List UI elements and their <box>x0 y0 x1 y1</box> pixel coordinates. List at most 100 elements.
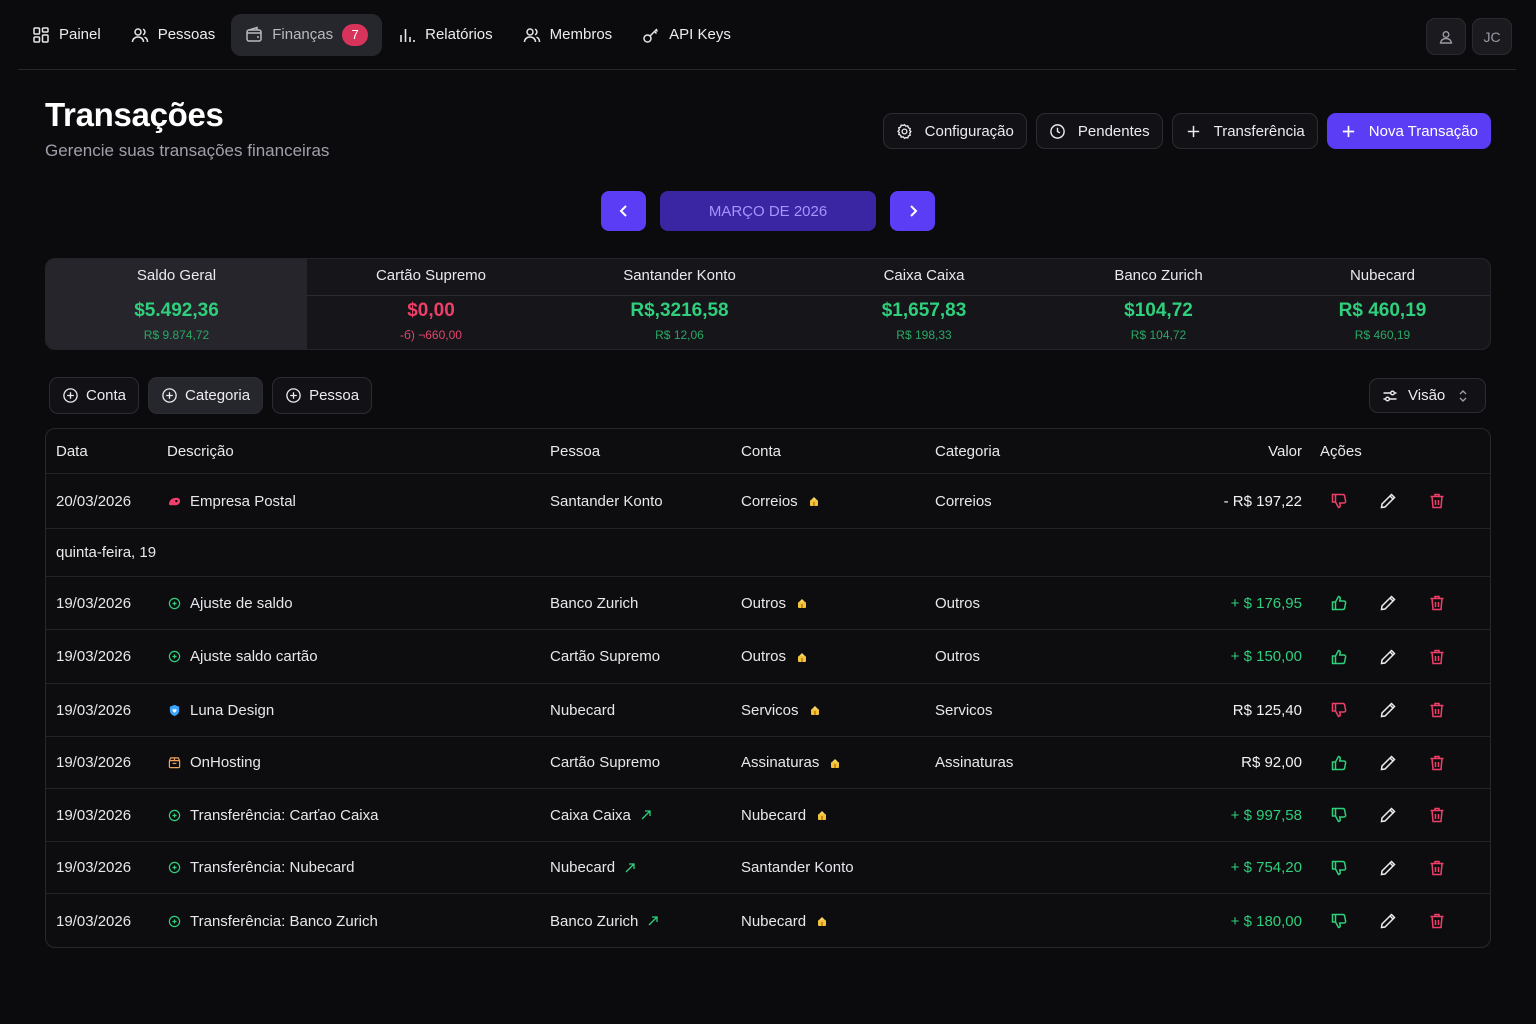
nav-financas[interactable]: Finanças 7 <box>231 13 383 56</box>
edit-icon[interactable] <box>1378 647 1398 667</box>
column-person[interactable]: Pessoa <box>550 442 601 460</box>
nav-pessoas[interactable]: Pessoas <box>117 14 230 56</box>
row-account-text: Nubecard <box>741 806 807 824</box>
delete-icon[interactable] <box>1427 805 1447 825</box>
account-card-saldo-geral[interactable]: Saldo Geral $5.492,36 R$ 9.874,72 <box>46 259 307 349</box>
pending-button[interactable]: Pendentes <box>1035 113 1163 149</box>
row-account-text: Servicos <box>741 701 799 719</box>
edit-icon[interactable] <box>1378 753 1398 773</box>
row-value: + $ 176,95 <box>1230 594 1302 612</box>
row-description: Empresa Postal <box>167 474 296 528</box>
column-account[interactable]: Conta <box>741 442 782 460</box>
nav-api-keys[interactable]: API Keys <box>628 14 745 56</box>
edit-icon[interactable] <box>1378 593 1398 613</box>
date-group-label: quinta-feira, 19 <box>56 544 157 561</box>
category-emoji-icon <box>829 757 841 769</box>
column-category[interactable]: Categoria <box>935 442 1001 460</box>
top-navigation: Painel Pessoas Finanças 7 Relatórios Mem… <box>18 0 1516 70</box>
row-description: Transferência: Nubecard <box>167 842 355 893</box>
account-card-nubecard[interactable]: Nubecard R$ 460,19 R$ 460,19 <box>1273 259 1490 349</box>
transfer-button[interactable]: Transferência <box>1171 113 1318 149</box>
account-card-cartao-supremo[interactable]: Cartão Supremo $0,00 -б) ¬660,00 <box>307 259 555 349</box>
row-account-text: Correios <box>741 492 798 510</box>
filter-conta[interactable]: Conta <box>49 377 140 414</box>
row-person: Banco Zurich <box>550 594 639 612</box>
delete-icon[interactable] <box>1427 491 1447 511</box>
column-description[interactable]: Descrição <box>167 442 234 460</box>
edit-icon[interactable] <box>1378 805 1398 825</box>
box-icon <box>167 756 181 770</box>
avatar[interactable]: JC <box>1472 18 1512 55</box>
date-group-header: quinta-feira, 19 <box>46 529 1490 577</box>
row-actions <box>1329 474 1447 528</box>
delete-icon[interactable] <box>1427 858 1447 878</box>
header-actions: Configuração Pendentes Transferência Nov… <box>882 113 1491 149</box>
page-title: Transações <box>45 96 224 133</box>
column-date[interactable]: Data <box>56 442 88 460</box>
thumbs-down-icon[interactable] <box>1329 911 1349 931</box>
filter-label: Conta <box>86 387 127 404</box>
button-label: Configuração <box>924 122 1014 140</box>
table-row[interactable]: 19/03/2026 Transferência: Nubecard Nubec… <box>46 842 1490 894</box>
table-row[interactable]: 19/03/2026 OnHosting Cartão Supremo Assi… <box>46 737 1490 789</box>
nav-relatorios[interactable]: Relatórios <box>384 14 507 56</box>
current-month[interactable]: MARÇO DE 2026 <box>660 191 876 231</box>
edit-icon[interactable] <box>1378 858 1398 878</box>
view-options-button[interactable]: Visão <box>1369 378 1486 413</box>
row-account-text: Assinaturas <box>741 754 820 771</box>
column-value[interactable]: Valor <box>1268 442 1302 460</box>
thumbs-up-icon[interactable] <box>1329 593 1349 613</box>
thumbs-up-icon[interactable] <box>1329 647 1349 667</box>
nav-membros[interactable]: Membros <box>509 14 627 56</box>
filter-pessoa[interactable]: Pessoa <box>272 377 373 414</box>
next-month-button[interactable] <box>890 191 935 231</box>
notification-badge: 7 <box>342 23 369 46</box>
account-balances: Saldo Geral $5.492,36 R$ 9.874,72 Cartão… <box>45 258 1491 350</box>
thumbs-up-icon[interactable] <box>1329 753 1349 773</box>
row-value: R$ 125,40 <box>1232 701 1302 719</box>
filter-categoria[interactable]: Categoria <box>148 377 264 414</box>
gear-icon <box>896 123 913 140</box>
table-row[interactable]: 19/03/2026 Transferência: Carťao Caixa C… <box>46 789 1490 842</box>
profile-button[interactable] <box>1426 18 1466 55</box>
table-row[interactable]: 19/03/2026 Ajuste de saldo Banco Zurich … <box>46 577 1490 630</box>
thumbs-down-icon[interactable] <box>1329 805 1349 825</box>
delete-icon[interactable] <box>1427 647 1447 667</box>
row-value: + $ 997,58 <box>1230 806 1302 824</box>
edit-icon[interactable] <box>1378 911 1398 931</box>
delete-icon[interactable] <box>1427 593 1447 613</box>
thumbs-down-icon[interactable] <box>1329 491 1349 511</box>
postal-icon <box>167 494 181 508</box>
delete-icon[interactable] <box>1427 700 1447 720</box>
plus-circle-icon <box>167 914 181 928</box>
row-date: 19/03/2026 <box>56 594 132 612</box>
table-row[interactable]: 19/03/2026 Transferência: Banco Zurich B… <box>46 894 1490 947</box>
row-actions <box>1329 577 1447 629</box>
delete-icon[interactable] <box>1427 753 1447 773</box>
nav-label: Pessoas <box>157 26 216 43</box>
row-value: + $ 150,00 <box>1230 648 1302 665</box>
row-account: Santander Konto <box>741 842 854 893</box>
account-card-caixa-caixa[interactable]: Caixa Caixa $1,657,83 R$ 198,33 <box>804 259 1044 349</box>
delete-icon[interactable] <box>1427 911 1447 931</box>
row-category: Outros <box>935 648 981 665</box>
configuration-button[interactable]: Configuração <box>882 113 1027 149</box>
row-person-text: Nubecard <box>550 859 616 876</box>
table-row[interactable]: 20/03/2026 Empresa Postal Santander Kont… <box>46 474 1490 529</box>
account-card-santander-konto[interactable]: Santander Konto R$,3216,58 R$ 12,06 <box>555 259 804 349</box>
nav-label: API Keys <box>669 26 731 43</box>
thumbs-down-icon[interactable] <box>1329 700 1349 720</box>
plus-circle-icon <box>167 650 181 664</box>
row-description: OnHosting <box>167 737 261 788</box>
nav-painel[interactable]: Painel <box>18 14 115 56</box>
edit-icon[interactable] <box>1378 491 1398 511</box>
thumbs-down-icon[interactable] <box>1329 858 1349 878</box>
row-category: Outros <box>935 594 981 612</box>
table-row[interactable]: 19/03/2026 Luna Design Nubecard Servicos… <box>46 684 1490 737</box>
previous-month-button[interactable] <box>601 191 646 231</box>
edit-icon[interactable] <box>1378 700 1398 720</box>
new-transaction-button[interactable]: Nova Transação <box>1326 113 1491 149</box>
table-row[interactable]: 19/03/2026 Ajuste saldo cartão Cartão Su… <box>46 630 1490 684</box>
account-card-banco-zurich[interactable]: Banco Zurich $104,72 R$ 104,72 <box>1044 259 1273 349</box>
column-actions: Ações <box>1320 442 1362 460</box>
